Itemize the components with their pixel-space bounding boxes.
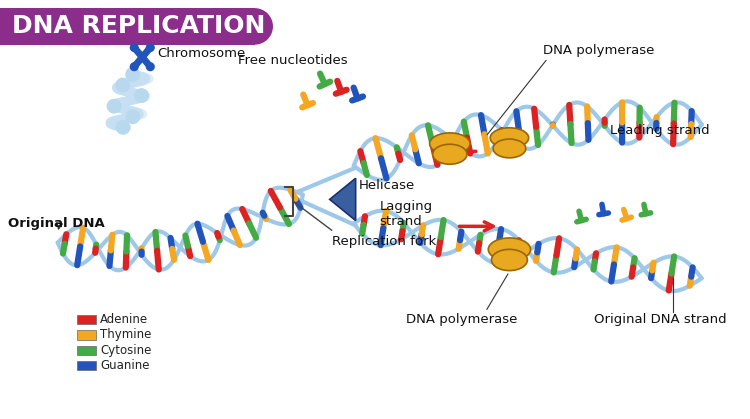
Text: Lagging
strand: Lagging strand	[380, 200, 433, 228]
Ellipse shape	[236, 8, 273, 45]
Text: Original DNA: Original DNA	[8, 217, 104, 230]
Text: Original DNA strand: Original DNA strand	[594, 313, 727, 326]
Bar	[77, 346, 96, 355]
Circle shape	[116, 78, 130, 92]
Text: Leading strand: Leading strand	[610, 124, 710, 137]
Text: Chromosome: Chromosome	[158, 47, 246, 60]
Text: Guanine: Guanine	[100, 359, 149, 372]
Text: DNA polymerase: DNA polymerase	[406, 313, 517, 326]
Text: DNA polymerase: DNA polymerase	[543, 44, 655, 57]
Text: Cytosine: Cytosine	[100, 344, 152, 357]
Bar	[0, 8, 255, 45]
Ellipse shape	[493, 139, 526, 158]
Text: Adenine: Adenine	[100, 313, 148, 326]
Ellipse shape	[491, 249, 527, 271]
Polygon shape	[330, 178, 356, 220]
Circle shape	[146, 63, 154, 70]
Text: DNA REPLICATION: DNA REPLICATION	[11, 14, 265, 39]
Circle shape	[146, 44, 154, 52]
Bar	[77, 330, 96, 340]
Text: Helicase: Helicase	[358, 179, 415, 192]
Circle shape	[130, 44, 138, 52]
Circle shape	[135, 89, 148, 102]
Circle shape	[126, 68, 140, 81]
Circle shape	[126, 110, 140, 124]
Ellipse shape	[488, 238, 530, 261]
Ellipse shape	[433, 144, 467, 164]
Bar	[77, 315, 96, 324]
Text: Replication fork: Replication fork	[332, 235, 436, 248]
Ellipse shape	[430, 133, 470, 155]
Text: Free nucleotides: Free nucleotides	[238, 54, 348, 67]
Circle shape	[116, 121, 130, 134]
Text: Thymine: Thymine	[100, 328, 152, 341]
Bar	[77, 361, 96, 370]
Circle shape	[130, 63, 138, 70]
Circle shape	[107, 99, 121, 113]
Ellipse shape	[490, 128, 529, 148]
